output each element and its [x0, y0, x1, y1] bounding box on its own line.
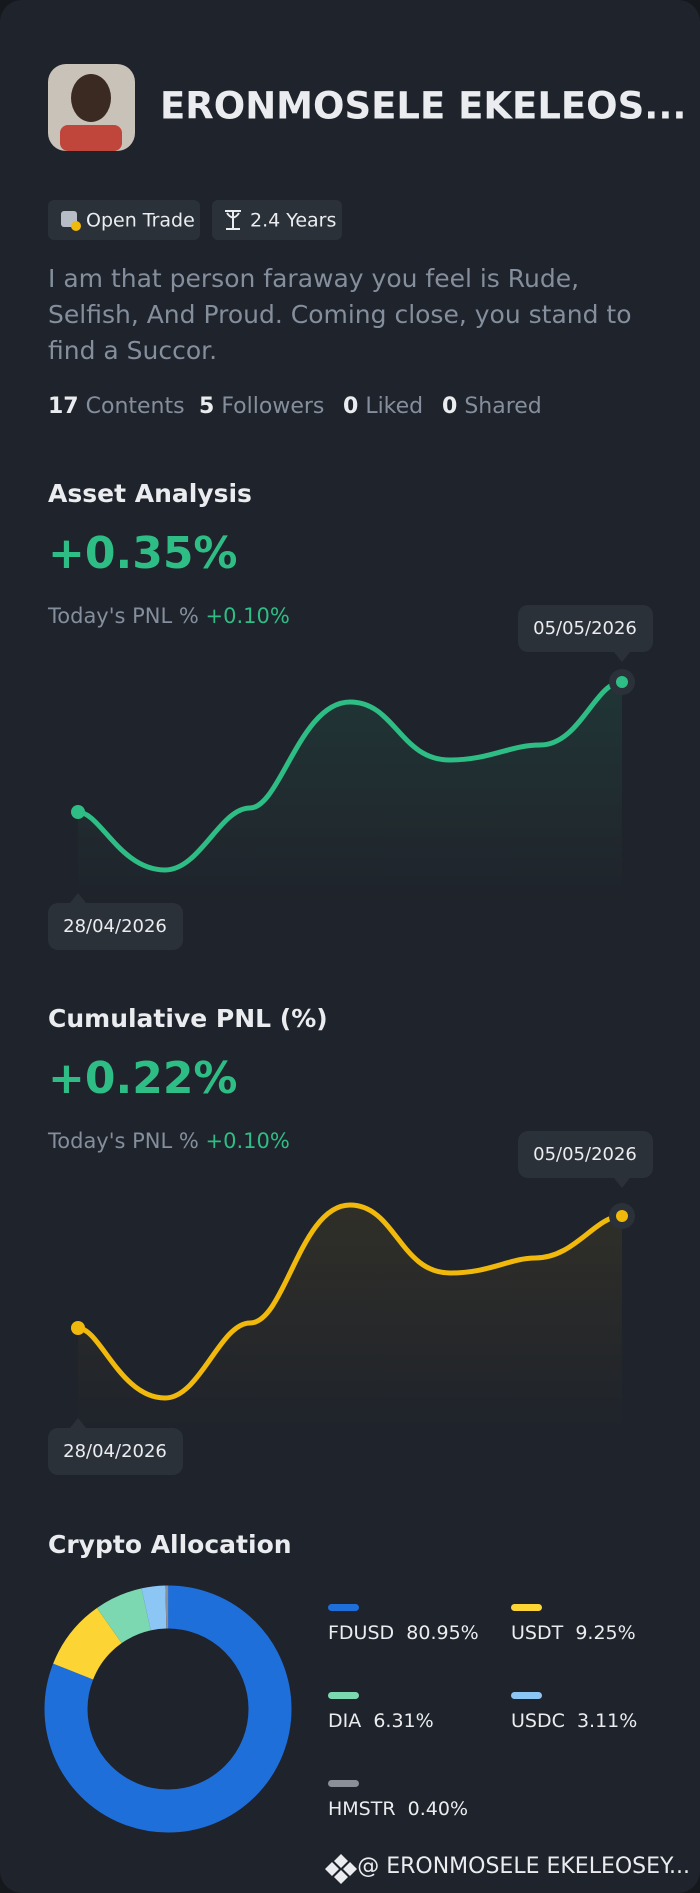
legend-value: 6.31% — [373, 1710, 433, 1732]
area — [78, 1205, 622, 1430]
tag-label: Open Trade — [86, 210, 195, 232]
stat: 17 Contents — [48, 394, 185, 419]
start-point — [71, 1321, 85, 1335]
bio-line: Selfish, And Proud. Coming close, you st… — [48, 300, 632, 329]
legend-swatch — [511, 1692, 542, 1699]
pnl-line: Today's PNL % +0.10% — [47, 604, 290, 628]
legend-swatch — [328, 1604, 359, 1611]
start-date: 28/04/2026 — [63, 1441, 167, 1462]
legend-value: 9.25% — [575, 1622, 635, 1644]
headline-value: +0.35% — [48, 528, 238, 579]
donut-chart — [44, 1585, 292, 1833]
stat: 5 Followers — [199, 394, 324, 419]
avatar-shirt — [60, 125, 122, 151]
legend-value: 80.95% — [406, 1622, 478, 1644]
legend: FDUSD 80.95% USDT 9.25% DIA 6.31% USDC 3.11… — [328, 1604, 637, 1820]
pnl-label: Today's PNL % — [47, 1129, 199, 1153]
start-date: 28/04/2026 — [63, 916, 167, 937]
pnl-value: +0.10% — [206, 604, 290, 628]
stat-value: 5 — [199, 394, 214, 419]
user-name: ERONMOSELE EKELEOS... — [160, 85, 686, 128]
tooltip-arrow — [70, 893, 86, 903]
pnl-line: Today's PNL % +0.10% — [47, 1129, 290, 1153]
footer: @ ERONMOSELE EKELEOSEY... — [325, 1854, 690, 1884]
headline-value: +0.22% — [48, 1053, 238, 1104]
stat-value: 0 — [343, 394, 358, 419]
area — [78, 682, 622, 905]
start-point — [71, 805, 85, 819]
tag — [48, 200, 200, 240]
legend-swatch — [511, 1604, 542, 1611]
stat: 0 Shared — [442, 394, 542, 419]
section-title: Asset Analysis — [48, 479, 252, 508]
pnl-label: Today's PNL % — [47, 604, 199, 628]
legend-swatch — [328, 1780, 359, 1787]
stat: 0 Liked — [343, 394, 423, 419]
line — [77, 679, 623, 873]
tooltip-arrow — [70, 1418, 86, 1428]
legend-entry: HMSTR 0.40% — [328, 1798, 468, 1820]
line-chart: 05/05/2026 28/04/2026 — [48, 1131, 653, 1475]
tooltip — [518, 605, 653, 652]
tooltip-arrow — [614, 1178, 630, 1188]
donut-segment — [44, 1585, 292, 1833]
stat-value: 0 — [442, 394, 457, 419]
tooltip — [518, 1131, 653, 1178]
stat-value: 17 — [48, 394, 79, 419]
end-point — [616, 676, 628, 688]
avatar-face — [71, 74, 111, 122]
legend-entry: DIA 6.31% — [328, 1710, 434, 1732]
end-point — [616, 1210, 628, 1222]
tag-icon — [225, 210, 241, 230]
legend-entry: USDT 9.25% — [511, 1622, 636, 1644]
legend-label: HMSTR — [328, 1798, 396, 1820]
stat-label: Shared — [464, 394, 541, 419]
brand-icon — [325, 1854, 357, 1884]
stat-label: Contents — [86, 394, 185, 419]
end-date: 05/05/2026 — [533, 1144, 637, 1165]
tooltip-arrow — [614, 652, 630, 662]
bio-line: I am that person faraway you feel is Rud… — [48, 264, 579, 293]
line — [77, 1202, 623, 1401]
stat-label: Followers — [221, 394, 324, 419]
footer-handle: @ ERONMOSELE EKELEOSEY... — [357, 1854, 690, 1879]
tag-icon-badge — [71, 221, 81, 231]
tag-label: 2.4 Years — [250, 210, 336, 232]
line-chart: 05/05/2026 28/04/2026 — [48, 605, 653, 950]
legend-label: FDUSD — [328, 1622, 394, 1644]
legend-value: 3.11% — [577, 1710, 637, 1732]
legend-swatch — [328, 1692, 359, 1699]
legend-label: USDT — [511, 1622, 564, 1644]
legend-entry: USDC 3.11% — [511, 1710, 637, 1732]
tag — [212, 200, 342, 240]
bio-line: find a Succor. — [48, 336, 217, 365]
legend-entry: FDUSD 80.95% — [328, 1622, 479, 1644]
stat-label: Liked — [365, 394, 423, 419]
legend-label: USDC — [511, 1710, 565, 1732]
section-title: Crypto Allocation — [48, 1530, 292, 1559]
pnl-value: +0.10% — [206, 1129, 290, 1153]
tooltip — [48, 1428, 183, 1475]
legend-label: DIA — [328, 1710, 361, 1732]
section-title: Cumulative PNL (%) — [48, 1004, 328, 1033]
tooltip — [48, 903, 183, 950]
end-date: 05/05/2026 — [533, 618, 637, 639]
legend-value: 0.40% — [408, 1798, 468, 1820]
